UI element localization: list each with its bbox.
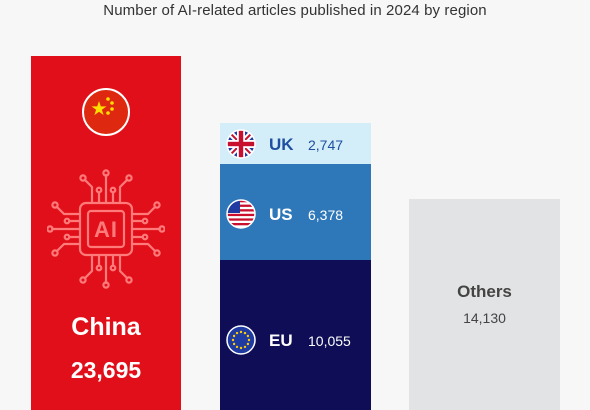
bar-label-china: China: [71, 313, 141, 341]
bar-label-eu: EU: [269, 330, 293, 350]
eu-flag-icon: [226, 325, 256, 355]
bar-us: US 6,378: [220, 164, 371, 260]
bar-label-others: Others: [457, 281, 512, 301]
bar-eu: EU 10,055: [220, 259, 371, 410]
ai-chip-icon: AI: [47, 169, 165, 289]
bar-china: AI China 23,695: [31, 56, 181, 410]
china-flag-icon: [82, 88, 130, 136]
bar-uk: UK 2,747: [220, 123, 371, 165]
us-flag-icon: [226, 199, 256, 230]
bar-value-us: 6,378: [308, 207, 344, 224]
bar-value-others: 14,130: [463, 309, 506, 326]
chart-title: Number of AI-related articles published …: [103, 2, 487, 19]
bar-label-uk: UK: [269, 135, 294, 155]
uk-flag-icon: [226, 129, 256, 160]
bar-label-us: US: [269, 205, 293, 225]
svg-text:AI: AI: [94, 217, 118, 242]
bar-value-china: 23,695: [70, 357, 142, 383]
bar-value-eu: 10,055: [308, 332, 351, 349]
bar-value-uk: 2,747: [308, 137, 344, 154]
bar-others: Others 14,130: [409, 198, 560, 410]
